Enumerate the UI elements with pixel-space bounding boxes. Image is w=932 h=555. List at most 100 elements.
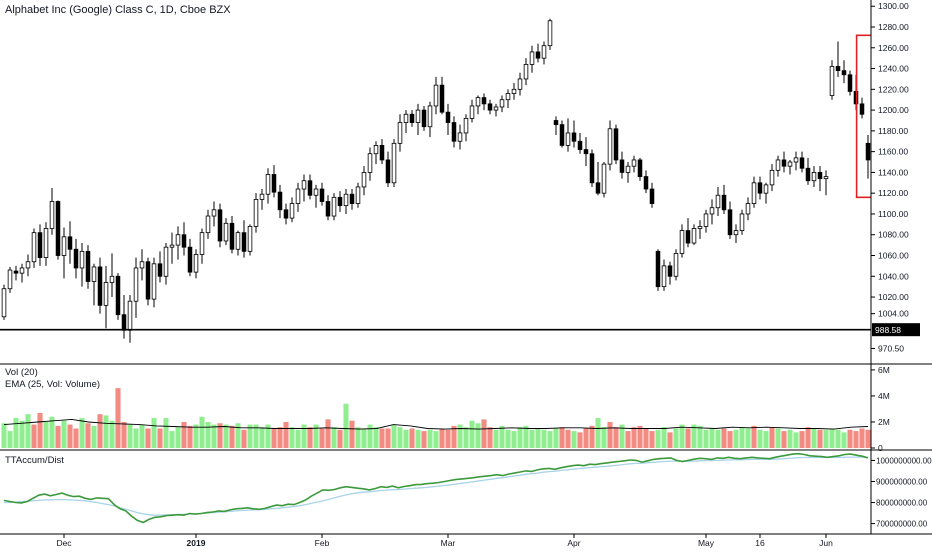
volume-bar-down <box>481 419 487 448</box>
volume-bar-up <box>367 424 373 448</box>
volume-bar-down <box>865 429 871 448</box>
candle-down <box>577 140 583 150</box>
volume-bar-up <box>415 429 421 448</box>
candle-up <box>463 118 469 134</box>
volume-bar-up <box>265 424 271 448</box>
volume-bar-down <box>667 432 673 448</box>
volume-bar-down <box>769 427 775 448</box>
price-tick-label: 1240.00 <box>878 64 909 74</box>
volume-bar-up <box>163 418 169 448</box>
candle-up <box>703 213 709 227</box>
volume-bar-up <box>601 427 607 448</box>
candle-down <box>241 232 247 252</box>
candle-up <box>661 265 667 288</box>
volume-bar-up <box>745 428 751 448</box>
price-tick-label: 1200.00 <box>878 105 909 115</box>
candle-down <box>835 66 841 72</box>
price-tick-label: 1020.00 <box>878 292 909 302</box>
volume-bar-down <box>121 421 127 448</box>
price-tick-label: 1300.00 <box>878 1 909 11</box>
candle-up <box>433 84 439 107</box>
candle-up <box>697 226 703 229</box>
price-tick-label: 1180.00 <box>878 126 908 136</box>
volume-bar-down <box>637 425 643 448</box>
volume-bar-up <box>829 428 835 448</box>
volume-bar-up <box>301 424 307 448</box>
candle-up <box>493 106 499 111</box>
price-axis-background <box>871 0 932 550</box>
candle-up <box>91 266 97 282</box>
volume-bar-up <box>469 420 475 448</box>
candle-up <box>691 228 697 244</box>
volume-bar-up <box>175 427 181 448</box>
candle-up <box>7 269 13 290</box>
volume-bar-up <box>703 429 709 448</box>
candle-down <box>445 111 451 123</box>
volume-bar-down <box>589 425 595 448</box>
volume-bar-down <box>37 412 43 448</box>
candle-up <box>631 159 637 167</box>
volume-bar-up <box>361 428 367 448</box>
volume-bar-up <box>541 429 547 448</box>
volume-bar-down <box>277 427 283 448</box>
candle-up <box>763 184 769 194</box>
candle-up <box>361 172 367 188</box>
candle-up <box>673 253 679 277</box>
volume-bar-down <box>607 421 613 448</box>
candle-down <box>217 209 223 242</box>
price-tick-label: 1100.00 <box>878 209 908 219</box>
volume-bar-up <box>61 420 67 448</box>
candle-down <box>613 128 619 161</box>
candle-down <box>337 196 343 207</box>
candle-down <box>319 188 325 202</box>
volume-bar-up <box>547 431 553 448</box>
candle-down <box>379 145 385 161</box>
volume-bar-up <box>253 424 259 448</box>
candle-down <box>655 250 661 288</box>
volume-bar-down <box>349 420 355 448</box>
volume-bar-down <box>67 424 73 448</box>
volume-bar-down <box>283 421 289 448</box>
last-price-label: 988.58 <box>875 325 901 335</box>
candle-down <box>325 201 331 217</box>
volume-bar-up <box>199 416 205 448</box>
volume-bar-up <box>235 423 241 448</box>
candle-up <box>343 193 349 207</box>
accum-dist-line <box>3 452 869 524</box>
price-tick-label: 1220.00 <box>878 84 909 94</box>
candle-down <box>583 149 589 155</box>
candle-up <box>295 188 301 204</box>
volume-bar-up <box>493 429 499 448</box>
volume-bar-down <box>157 428 163 448</box>
candle-down <box>667 265 673 277</box>
candle-down <box>55 201 61 256</box>
volume-bar-down <box>817 429 823 448</box>
volume-bar-down <box>85 423 91 448</box>
candle-up <box>199 232 205 255</box>
volume-bar-up <box>499 425 505 448</box>
volume-bar-down <box>727 431 733 448</box>
price-tick-label: 1040.00 <box>878 271 909 281</box>
chart-title: Alphabet Inc (Google) Class C, 1D, Cboe … <box>5 4 231 16</box>
volume-bar-up <box>355 427 361 448</box>
volume-bar-up <box>739 427 745 448</box>
time-tick-label: Jun <box>819 538 833 548</box>
candle-up <box>253 199 259 227</box>
volume-bar-up <box>835 429 841 448</box>
volume-bar-down <box>307 427 313 448</box>
candle-up <box>403 113 409 123</box>
candle-down <box>307 180 313 196</box>
accum-dist-signal-line <box>4 456 869 516</box>
candle-up <box>193 254 199 273</box>
volume-bar-up <box>691 424 697 448</box>
volume-bar-up <box>823 429 829 448</box>
candle-down <box>451 122 457 142</box>
candle-down <box>283 209 289 219</box>
volume-bar-down <box>859 428 865 448</box>
price-tick-label: 1260.00 <box>878 43 909 53</box>
candle-up <box>751 182 757 204</box>
volume-bar-up <box>331 427 337 448</box>
volume-tick-label: 0 <box>878 443 883 453</box>
candle-up <box>43 228 49 258</box>
candle-down <box>805 167 811 182</box>
